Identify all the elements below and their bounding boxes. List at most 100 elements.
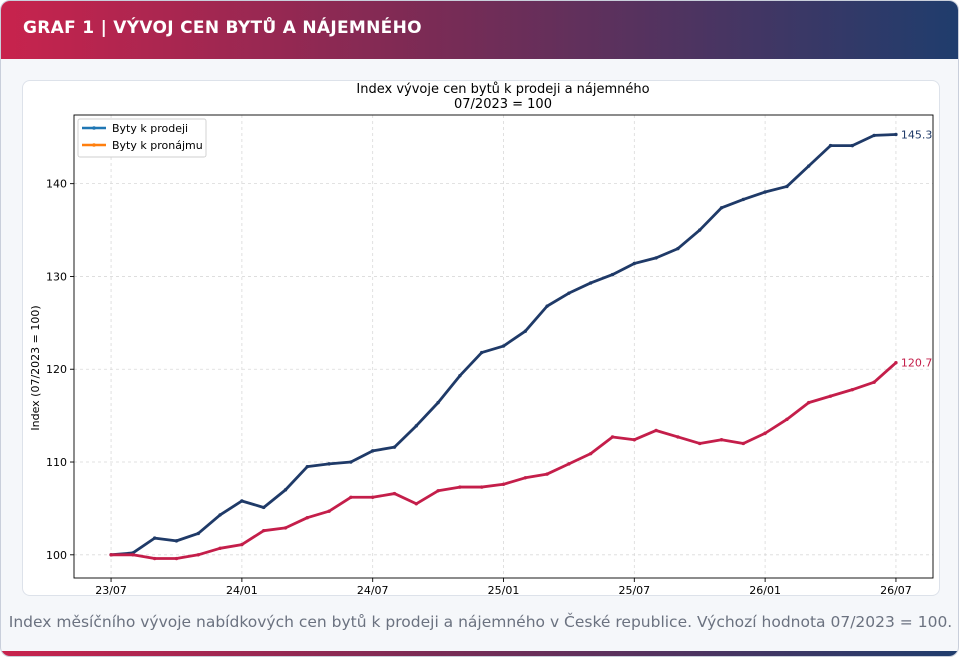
data-point-sale: [567, 291, 571, 295]
end-label-rent: 120.7: [901, 357, 933, 370]
data-point-rent: [458, 485, 462, 489]
y-tick-label: 100: [46, 549, 67, 562]
data-point-rent: [152, 556, 157, 561]
legend-label-sale: Byty k prodeji: [112, 122, 188, 135]
data-point-sale: [305, 464, 309, 469]
data-point-rent: [392, 491, 397, 496]
data-point-sale: [370, 449, 375, 453]
chart-subtitle: 07/2023 = 100: [454, 97, 552, 112]
data-point-rent: [567, 462, 571, 466]
y-tick-label: 120: [46, 363, 67, 376]
data-point-rent: [828, 394, 833, 398]
data-point-rent: [218, 546, 222, 551]
data-point-sale: [283, 488, 288, 492]
data-point-sale: [872, 133, 876, 138]
data-point-sale: [436, 400, 440, 405]
data-point-rent: [589, 451, 593, 456]
y-tick-label: 140: [46, 178, 67, 191]
data-point-sale: [654, 256, 658, 260]
chart-title: Index vývoje cen bytů k prodeji a nájemn…: [356, 82, 649, 97]
data-point-rent: [850, 387, 855, 392]
legend-marker-rent: [92, 143, 96, 147]
data-point-sale: [698, 228, 702, 232]
data-point-rent: [763, 431, 767, 435]
chart-caption: Index měsíčního vývoje nabídkových cen b…: [8, 613, 953, 631]
data-point-rent: [894, 361, 898, 365]
data-point-rent: [261, 528, 266, 533]
data-point-sale: [589, 281, 593, 285]
x-tick-label: 24/01: [226, 584, 258, 595]
data-point-sale: [785, 184, 789, 189]
data-point-rent: [414, 502, 418, 506]
y-tick-label: 110: [46, 456, 67, 469]
data-point-sale: [676, 246, 680, 251]
data-point-sale: [632, 261, 637, 266]
data-point-sale: [523, 329, 528, 333]
data-point-rent: [785, 417, 789, 422]
data-point-rent: [632, 438, 637, 442]
legend: Byty k prodeji Byty k pronájmu: [77, 118, 207, 158]
data-point-sale: [828, 143, 833, 148]
chart-card: Index vývoje cen bytů k prodeji a nájemn…: [22, 80, 940, 597]
y-tick-label: 130: [46, 270, 67, 283]
data-point-sale: [196, 531, 200, 536]
data-point-sale: [545, 304, 549, 308]
data-point-rent: [523, 476, 528, 480]
data-point-sale: [501, 344, 506, 348]
data-point-sale: [152, 536, 157, 540]
data-point-rent: [654, 428, 658, 433]
x-tick-label: 24/07: [357, 584, 389, 595]
data-point-rent: [109, 553, 113, 557]
x-tick-label: 26/07: [880, 584, 912, 595]
data-point-sale: [719, 206, 724, 210]
data-point-sale: [349, 460, 353, 464]
legend-box: [77, 118, 207, 158]
data-point-rent: [610, 435, 615, 439]
data-point-sale: [414, 424, 418, 428]
data-point-rent: [436, 489, 440, 493]
data-point-sale: [261, 505, 266, 510]
data-point-sale: [850, 143, 855, 148]
data-point-rent: [305, 515, 309, 520]
data-point-sale: [392, 445, 397, 449]
data-point-sale: [479, 350, 484, 355]
data-point-rent: [741, 441, 746, 446]
data-point-sale: [894, 132, 898, 137]
data-point-rent: [131, 553, 135, 557]
data-point-rent: [196, 553, 200, 557]
line-chart: Index vývoje cen bytů k prodeji a nájemn…: [29, 82, 934, 597]
data-point-rent: [872, 380, 876, 384]
header-banner: GRAF 1 | VÝVOJ CEN BYTŮ A NÁJEMNÉHO: [1, 1, 958, 59]
data-point-rent: [349, 495, 353, 499]
x-tick-label: 23/07: [95, 584, 127, 595]
data-point-rent: [174, 556, 179, 561]
footer-bar: [1, 651, 958, 656]
end-label-sale: 145.3: [901, 128, 933, 141]
x-tick-label: 25/01: [488, 584, 520, 595]
data-point-sale: [174, 539, 179, 543]
data-point-rent: [283, 526, 288, 530]
data-point-sale: [741, 197, 746, 202]
x-tick-label: 26/01: [749, 584, 781, 595]
legend-label-rent: Byty k pronájmu: [112, 139, 203, 152]
y-axis-label: Index (07/2023 = 100): [29, 305, 42, 430]
legend-marker-sale: [92, 126, 96, 130]
data-point-rent: [240, 542, 244, 547]
data-point-rent: [501, 482, 506, 486]
data-point-sale: [240, 499, 244, 503]
data-point-sale: [807, 164, 811, 168]
data-point-sale: [458, 374, 462, 378]
header-title: GRAF 1 | VÝVOJ CEN BYTŮ A NÁJEMNÉHO: [23, 18, 422, 38]
data-point-rent: [327, 509, 331, 513]
data-point-rent: [698, 441, 702, 446]
data-point-rent: [676, 435, 680, 439]
data-point-sale: [763, 190, 767, 194]
data-point-sale: [218, 513, 222, 517]
data-point-rent: [807, 400, 811, 405]
data-point-rent: [479, 485, 484, 489]
x-tick-label: 25/07: [618, 584, 650, 595]
data-point-rent: [719, 438, 724, 442]
data-point-rent: [545, 472, 549, 476]
data-point-rent: [370, 495, 375, 499]
